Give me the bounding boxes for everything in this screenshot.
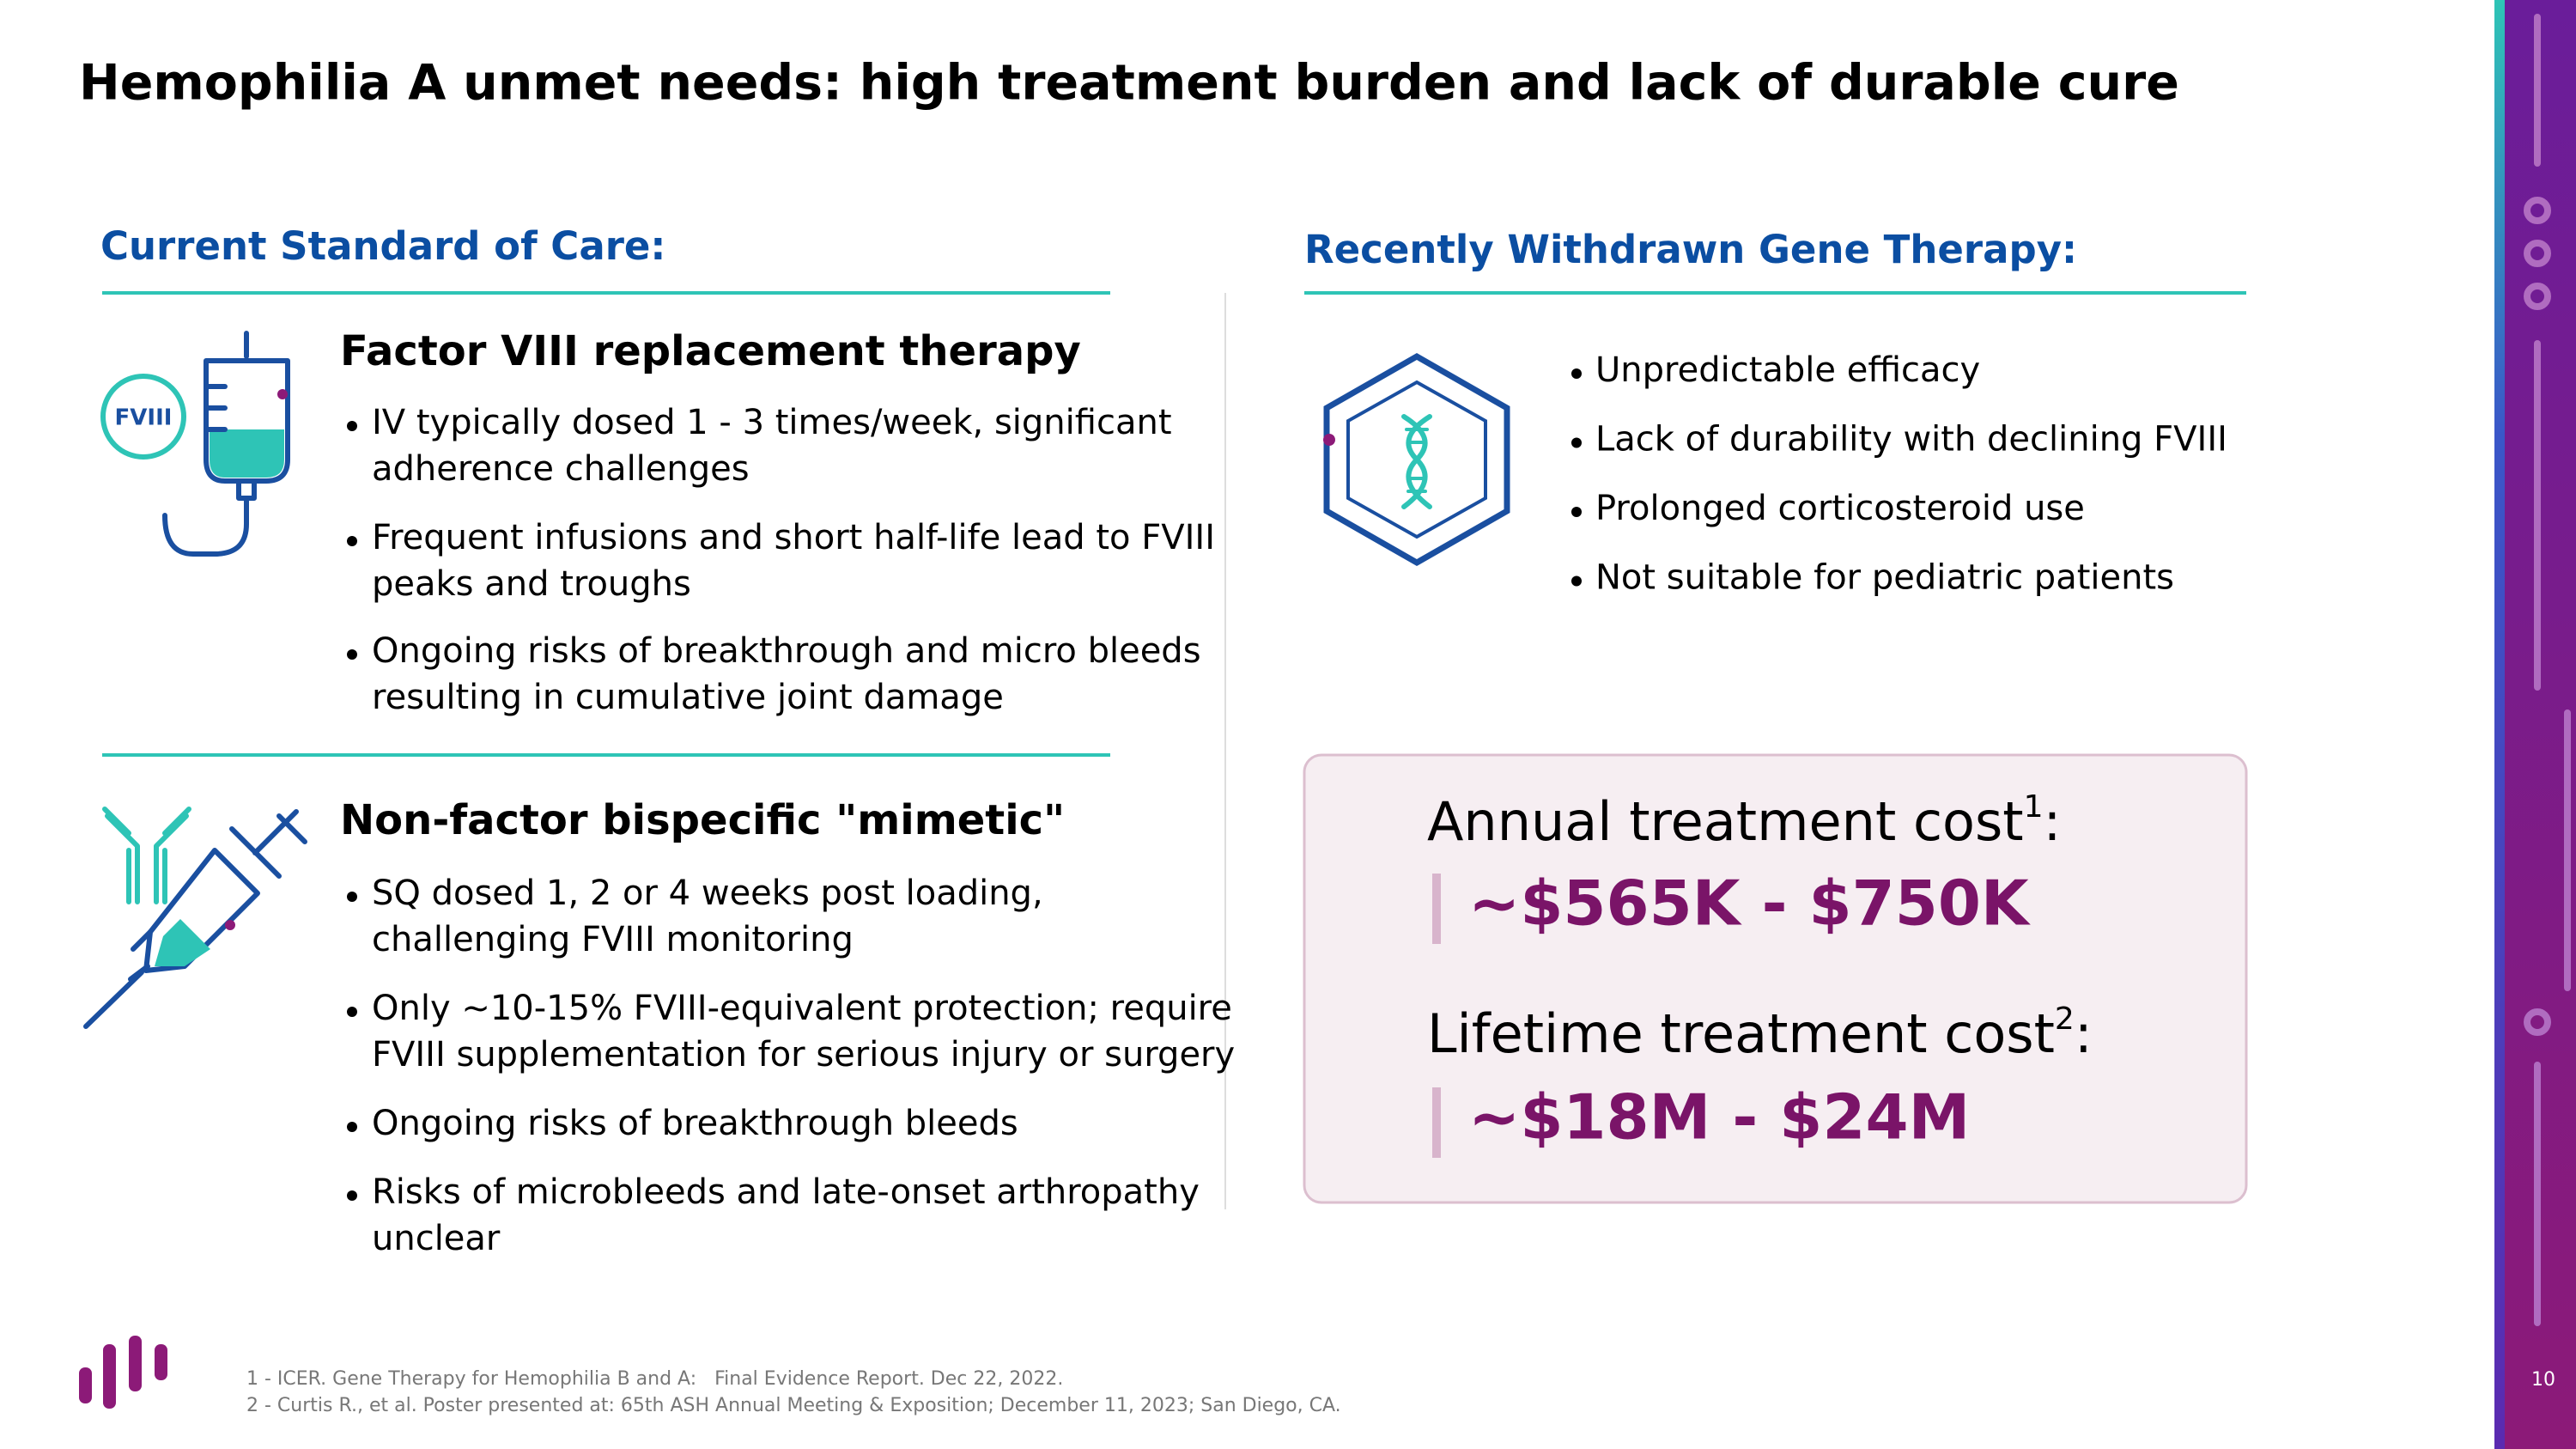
bullet-text: Unpredictable efficacy xyxy=(1595,350,1980,390)
slide-title: Hemophilia A unmet needs: high treatment… xyxy=(79,55,2179,112)
side-strip xyxy=(2494,0,2505,1449)
bullet-dot xyxy=(1571,575,1582,587)
syringe-icon xyxy=(83,807,307,1029)
bullet-text: challenging FVIII monitoring xyxy=(372,920,854,959)
bullet-dot xyxy=(347,421,357,431)
cost-value: ~$565K - $750K xyxy=(1468,868,2031,940)
bullet-dot xyxy=(347,536,357,546)
iv-bag-icon xyxy=(100,331,290,557)
cost-label-text: Annual treatment cost xyxy=(1427,790,2024,853)
bullet-dot xyxy=(347,1190,357,1201)
circuit-decoration xyxy=(2524,14,2571,1326)
bullet-text: Lack of durability with declining FVIII xyxy=(1595,420,2227,460)
accent-bar xyxy=(1432,874,1441,944)
bullet-text: Prolonged corticosteroid use xyxy=(1595,489,2085,528)
cost-label-suffix: : xyxy=(2075,1002,2093,1065)
subsection-heading: Non-factor bispecific "mimetic" xyxy=(340,796,1065,844)
section-heading: Recently Withdrawn Gene Therapy: xyxy=(1304,227,2077,272)
cost-label-text: Lifetime treatment cost xyxy=(1427,1002,2055,1065)
footnote: 2 - Curtis R., et al. Poster presented a… xyxy=(246,1395,1341,1416)
cost-value: ~$18M - $24M xyxy=(1468,1081,1970,1154)
bullet-dot xyxy=(1571,437,1582,448)
subsection-heading: Factor VIII replacement therapy xyxy=(340,327,1081,375)
section-heading: Current Standard of Care: xyxy=(100,223,665,269)
bullet-text: unclear xyxy=(372,1219,501,1258)
cost-label: Lifetime treatment cost2: xyxy=(1427,1002,2093,1065)
bullet-dot xyxy=(347,1122,357,1132)
accent-bar xyxy=(1432,1087,1441,1158)
icon-label: FVIII xyxy=(115,405,173,431)
bullet-text: Ongoing risks of breakthrough bleeds xyxy=(372,1104,1018,1143)
bullet-text: Ongoing risks of breakthrough and micro … xyxy=(372,631,1201,671)
bullet-text: SQ dosed 1, 2 or 4 weeks post loading, xyxy=(372,874,1043,913)
bullet-text: Risks of microbleeds and late-onset arth… xyxy=(372,1172,1200,1212)
bullet-text: Frequent infusions and short half-life l… xyxy=(372,518,1215,557)
bullet-dot xyxy=(347,1007,357,1017)
bullet-text: Only ~10-15% FVIII-equivalent protection… xyxy=(372,989,1232,1028)
footnote-ref: 1 xyxy=(2024,789,2044,825)
bullet-text: resulting in cumulative joint damage xyxy=(372,678,1004,717)
bullet-text: Not suitable for pediatric patients xyxy=(1595,558,2174,598)
footnote-ref: 2 xyxy=(2055,1002,2075,1037)
cost-label-suffix: : xyxy=(2044,790,2062,853)
bullet-text: IV typically dosed 1 - 3 times/week, sig… xyxy=(372,403,1172,442)
footnote: 1 - ICER. Gene Therapy for Hemophilia B … xyxy=(246,1368,1063,1390)
cost-label: Annual treatment cost1: xyxy=(1427,789,2061,853)
bullet-dot xyxy=(347,649,357,660)
bullet-dot xyxy=(347,892,357,902)
dna-icon xyxy=(1323,352,1510,567)
page-number: 10 xyxy=(2531,1369,2555,1391)
logo xyxy=(79,1336,167,1409)
bullet-dot xyxy=(1571,507,1582,517)
bullet-dot xyxy=(1571,368,1582,379)
bullet-text: adherence challenges xyxy=(372,449,750,489)
bullet-text: peaks and troughs xyxy=(372,564,691,604)
bullet-text: FVIII supplementation for serious injury… xyxy=(372,1035,1235,1075)
cost-box xyxy=(1303,753,2248,1204)
